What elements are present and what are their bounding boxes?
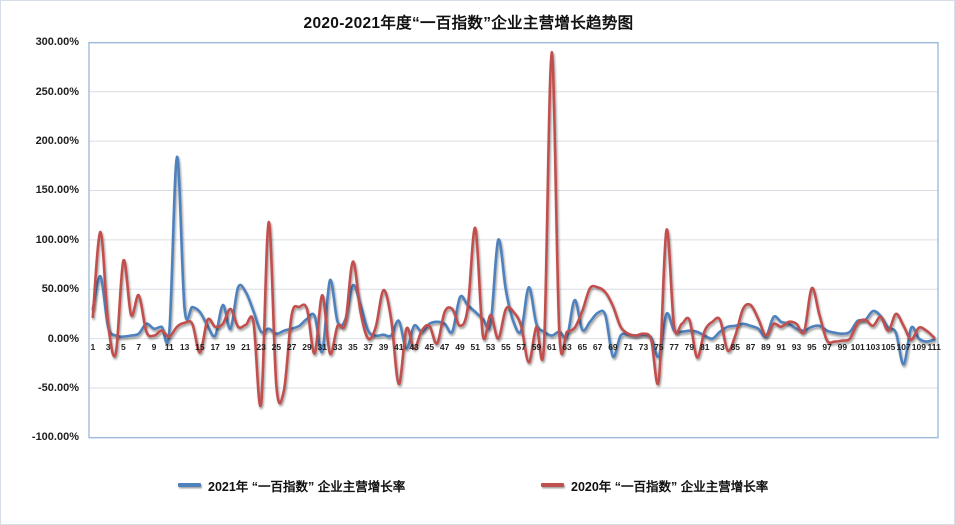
x-tick-label: 77: [669, 342, 679, 352]
x-tick-label: 59: [531, 342, 542, 352]
x-tick-label: 53: [485, 342, 496, 352]
y-tick-label: 0.00%: [47, 332, 79, 345]
x-tick-label: 29: [302, 342, 312, 352]
x-tick-label: 57: [516, 342, 526, 352]
x-tick-label: 97: [822, 342, 832, 352]
x-tick-label: 93: [791, 342, 802, 352]
series-line-2020: [91, 50, 936, 408]
legend-item-2021: 2021年 “一百指数” 企业主营增长率: [178, 475, 405, 495]
legend-key-2021-line: [178, 483, 201, 487]
x-tick-label: 49: [455, 342, 465, 352]
x-tick-label: 55: [501, 342, 511, 352]
x-tick-label: 43: [409, 342, 419, 352]
x-tick-label: 109: [911, 342, 926, 352]
x-tick-label: 71: [623, 342, 633, 352]
x-tick-label: 83: [715, 342, 725, 352]
x-tick-label: 35: [348, 342, 358, 352]
x-tick-label: 103: [865, 342, 881, 352]
x-tick-label: 81: [699, 342, 710, 352]
x-tick-label: 65: [577, 342, 588, 352]
x-tick-label: 105: [881, 342, 896, 352]
x-tick-label: 19: [225, 342, 236, 352]
x-tick-label: 11: [164, 342, 174, 352]
x-tick-label: 25: [271, 342, 282, 352]
x-tick-label: 3: [105, 342, 111, 352]
x-tick-label: 89: [761, 342, 771, 352]
x-tick-label: 85: [730, 342, 741, 352]
x-tick-label: 41: [394, 342, 404, 352]
x-tick-label: 91: [776, 342, 786, 352]
x-tick-label: 101: [850, 342, 865, 352]
x-tick-label: 15: [195, 342, 205, 352]
x-tick-label: 39: [378, 342, 389, 352]
x-tick-label: 75: [654, 342, 664, 352]
legend: 2021年 “一百指数” 企业主营增长率 2020年 “一百指数” 企业主营增长…: [1, 475, 954, 495]
plot-border: [88, 42, 939, 439]
x-tick-label: 69: [608, 342, 618, 352]
x-tick-label: 7: [136, 342, 142, 352]
legend-item-2020: 2020年 “一百指数” 企业主营增长率: [541, 475, 768, 495]
x-tick-label: 47: [439, 342, 450, 352]
x-tick-label: 63: [562, 342, 572, 352]
chart-title: 2020-2021年度“一百指数”企业主营增长趋势图: [303, 15, 634, 32]
x-tick-label: 87: [745, 342, 756, 352]
x-tick-label: 107: [896, 342, 911, 352]
y-tick-label: 150.00%: [35, 184, 79, 197]
legend-key-2020-line: [541, 483, 564, 487]
y-tick-label: 300.00%: [35, 36, 79, 49]
x-tick-label: 99: [837, 342, 848, 352]
x-tick-label: 61: [547, 342, 557, 352]
x-tick-label: 23: [256, 342, 266, 352]
x-tick-label: 111: [927, 342, 941, 352]
x-tick-label: 5: [121, 342, 126, 352]
legend-label-2020: 2020年 “一百指数” 企业主营增长率: [571, 479, 769, 494]
x-tick-label: 79: [684, 342, 695, 352]
x-tick-label: 13: [179, 342, 190, 352]
y-tick-label: 100.00%: [35, 233, 79, 246]
x-tick-label: 9: [151, 342, 157, 352]
x-tick-label: 51: [470, 342, 480, 352]
y-tick-label: 250.00%: [35, 85, 79, 98]
x-tick-label: 67: [592, 342, 603, 352]
x-tick-label: 33: [332, 342, 343, 352]
series-line-2021: [91, 155, 936, 366]
x-tick-label: 45: [424, 342, 435, 352]
x-tick-label: 27: [286, 342, 297, 352]
y-tick-label: 50.00%: [41, 283, 79, 296]
x-tick-label: 37: [363, 342, 373, 352]
x-tick-label: 17: [210, 342, 220, 352]
x-tick-label: 73: [638, 342, 649, 352]
x-tick-label: 21: [241, 342, 251, 352]
y-tick-label: -50.00%: [38, 381, 79, 394]
x-tick-label: 95: [807, 342, 817, 352]
x-tick-label: 31: [317, 342, 328, 352]
y-tick-label: -100.00%: [31, 431, 79, 444]
x-tick-label: 1: [90, 342, 96, 352]
legend-label-2021: 2021年 “一百指数” 企业主营增长率: [208, 479, 406, 494]
y-tick-label: 200.00%: [35, 135, 79, 148]
gridlines: [89, 41, 938, 438]
